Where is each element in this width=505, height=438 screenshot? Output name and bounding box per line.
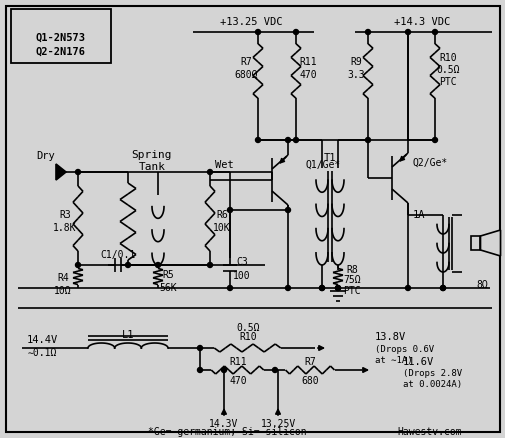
Circle shape xyxy=(405,286,410,290)
Text: R9: R9 xyxy=(349,57,361,67)
Circle shape xyxy=(285,286,290,290)
FancyBboxPatch shape xyxy=(11,9,111,63)
Circle shape xyxy=(125,262,130,268)
Text: R8: R8 xyxy=(345,265,357,275)
Text: C3: C3 xyxy=(236,257,247,267)
Text: L1: L1 xyxy=(122,330,134,340)
Text: at 0.0024A): at 0.0024A) xyxy=(402,381,461,389)
Circle shape xyxy=(365,138,370,142)
Text: 100: 100 xyxy=(233,271,250,281)
Text: R7: R7 xyxy=(304,357,315,367)
Text: at ∼1A): at ∼1A) xyxy=(374,356,412,364)
Text: 470: 470 xyxy=(229,376,246,386)
Text: Dry: Dry xyxy=(36,151,55,161)
Circle shape xyxy=(272,367,277,372)
Text: C1/0.1: C1/0.1 xyxy=(100,250,135,260)
Text: 14.4V: 14.4V xyxy=(26,335,58,345)
Circle shape xyxy=(285,138,290,142)
Circle shape xyxy=(75,170,80,174)
Circle shape xyxy=(197,346,202,350)
Text: Wet: Wet xyxy=(214,160,233,170)
Text: Tank: Tank xyxy=(138,162,165,172)
Text: (Drops 0.6V: (Drops 0.6V xyxy=(374,345,433,353)
Text: PTC: PTC xyxy=(438,77,456,87)
Circle shape xyxy=(319,286,324,290)
Text: 75Ω: 75Ω xyxy=(342,275,360,285)
Circle shape xyxy=(432,29,437,35)
Text: 680Ω: 680Ω xyxy=(234,70,257,80)
Circle shape xyxy=(285,208,290,212)
Text: 3.3: 3.3 xyxy=(346,70,364,80)
Circle shape xyxy=(155,262,160,268)
Circle shape xyxy=(335,286,340,290)
Text: 8Ω: 8Ω xyxy=(475,280,487,290)
Circle shape xyxy=(255,138,260,142)
Text: R11: R11 xyxy=(229,357,246,367)
Text: 680: 680 xyxy=(300,376,318,386)
Circle shape xyxy=(207,262,212,268)
Text: +14.3 VDC: +14.3 VDC xyxy=(393,17,449,27)
Text: R6: R6 xyxy=(216,210,227,220)
Circle shape xyxy=(221,367,226,372)
Text: Q2-2N176: Q2-2N176 xyxy=(36,47,86,57)
Circle shape xyxy=(432,138,437,142)
Text: R11: R11 xyxy=(298,57,316,67)
Circle shape xyxy=(405,29,410,35)
Text: (Drops 2.8V: (Drops 2.8V xyxy=(402,370,461,378)
Text: 13.8V: 13.8V xyxy=(374,332,406,342)
Text: Spring: Spring xyxy=(131,150,172,160)
Text: R5: R5 xyxy=(162,270,174,280)
Text: 470: 470 xyxy=(298,70,316,80)
Circle shape xyxy=(75,262,80,268)
Circle shape xyxy=(335,286,340,290)
Circle shape xyxy=(197,367,202,372)
Text: 10K: 10K xyxy=(213,223,230,233)
Text: 13.25V: 13.25V xyxy=(260,419,295,429)
Text: PTC: PTC xyxy=(342,286,360,296)
Text: +13.25 VDC: +13.25 VDC xyxy=(219,17,282,27)
Text: 11.6V: 11.6V xyxy=(402,357,433,367)
Text: R3: R3 xyxy=(59,210,71,220)
Polygon shape xyxy=(480,230,499,256)
Text: 0.5Ω: 0.5Ω xyxy=(236,323,259,333)
Text: 1.8K: 1.8K xyxy=(53,223,77,233)
Circle shape xyxy=(227,286,232,290)
Text: R7: R7 xyxy=(240,57,251,67)
Text: R10: R10 xyxy=(239,332,257,342)
Circle shape xyxy=(255,29,260,35)
Text: T1: T1 xyxy=(323,153,336,163)
FancyBboxPatch shape xyxy=(6,6,499,432)
Circle shape xyxy=(293,29,298,35)
Circle shape xyxy=(440,286,444,290)
Circle shape xyxy=(365,29,370,35)
Bar xyxy=(471,236,480,250)
Text: Q1/Ge*: Q1/Ge* xyxy=(306,160,340,170)
Circle shape xyxy=(319,286,324,290)
Text: 10Ω: 10Ω xyxy=(54,286,72,296)
Text: 1A: 1A xyxy=(412,210,425,220)
Polygon shape xyxy=(56,164,66,180)
Circle shape xyxy=(207,170,212,174)
Text: Q2/Ge*: Q2/Ge* xyxy=(412,158,447,168)
Text: 0.5Ω: 0.5Ω xyxy=(435,65,459,75)
Text: 14.3V: 14.3V xyxy=(209,419,238,429)
Text: *Ge= germanium; Si= silicon: *Ge= germanium; Si= silicon xyxy=(147,427,306,437)
Circle shape xyxy=(227,208,232,212)
Text: Q1-2N573: Q1-2N573 xyxy=(36,33,86,43)
Text: Hawestv.com: Hawestv.com xyxy=(397,427,462,437)
Text: 56K: 56K xyxy=(159,283,176,293)
Text: R10: R10 xyxy=(438,53,456,63)
Text: ∼0.1Ω: ∼0.1Ω xyxy=(27,348,57,358)
Circle shape xyxy=(440,286,444,290)
Circle shape xyxy=(293,138,298,142)
Text: R4: R4 xyxy=(57,273,69,283)
